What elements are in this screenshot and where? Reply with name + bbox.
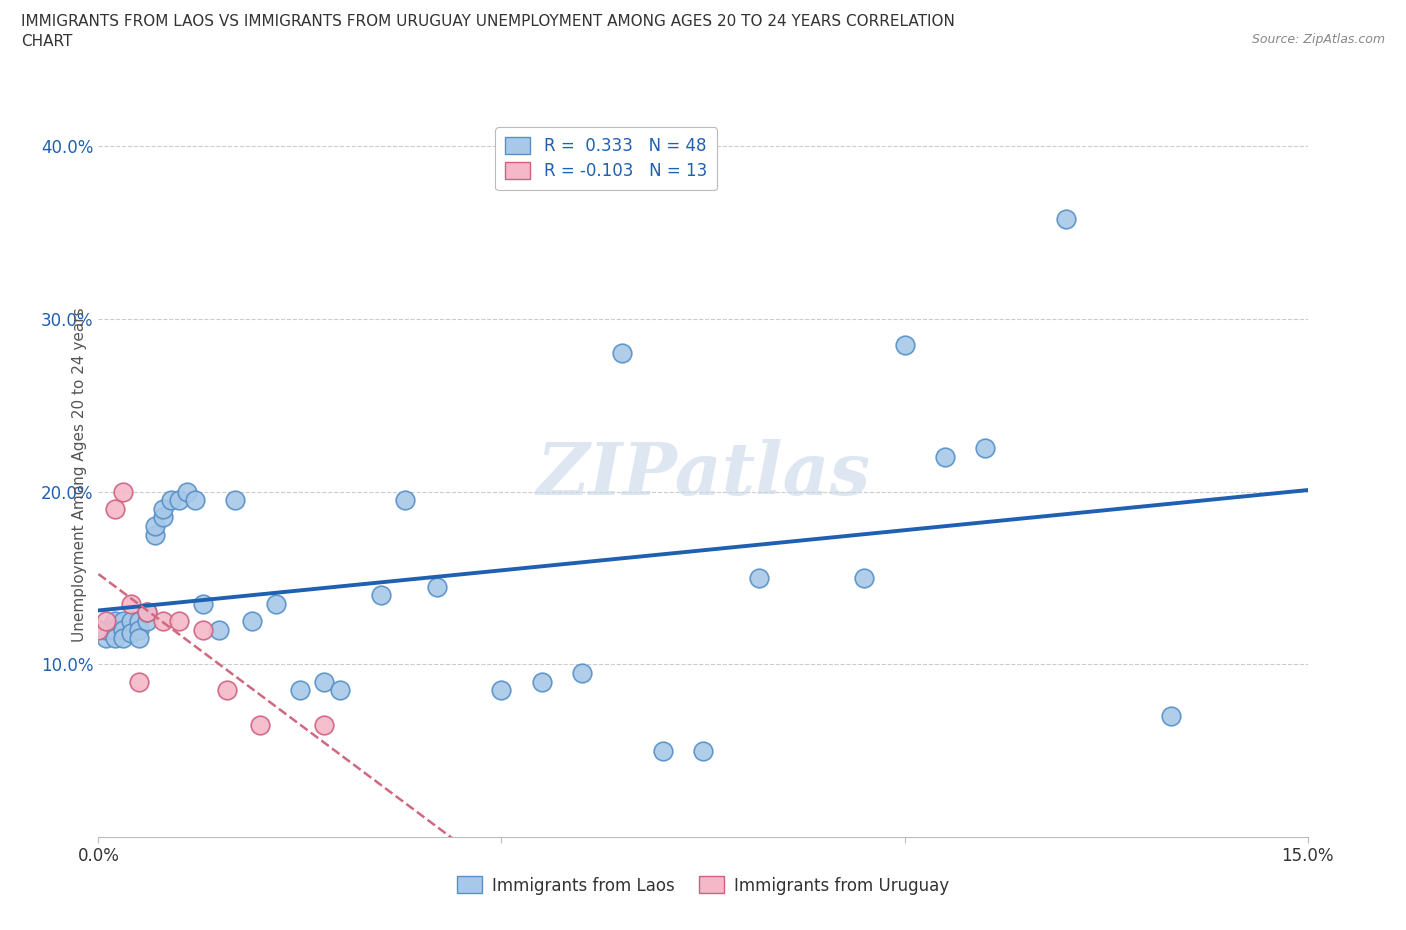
Y-axis label: Unemployment Among Ages 20 to 24 years: Unemployment Among Ages 20 to 24 years [72, 307, 87, 642]
Point [1054, 211, 1077, 226]
Point [120, 626, 142, 641]
Point [176, 485, 198, 499]
Point [612, 346, 634, 361]
Point [934, 449, 956, 464]
Point [152, 501, 174, 516]
Point [103, 631, 125, 645]
Point [249, 717, 271, 732]
Point [111, 631, 134, 645]
Point [103, 501, 125, 516]
Point [135, 614, 157, 629]
Point [87, 622, 110, 637]
Point [370, 588, 392, 603]
Point [193, 596, 215, 611]
Point [1160, 709, 1182, 724]
Point [314, 674, 336, 689]
Point [853, 570, 876, 585]
Point [128, 614, 150, 629]
Point [96, 631, 118, 645]
Point [152, 510, 174, 525]
Point [394, 493, 416, 508]
Point [692, 743, 714, 758]
Point [530, 674, 553, 689]
Point [120, 596, 142, 611]
Point [314, 717, 336, 732]
Point [128, 622, 150, 637]
Point [143, 519, 166, 534]
Point [103, 614, 125, 629]
Point [264, 596, 287, 611]
Point [111, 485, 134, 499]
Point [128, 674, 150, 689]
Point [96, 622, 118, 637]
Point [491, 683, 513, 698]
Point [571, 666, 593, 681]
Point [120, 614, 142, 629]
Point [974, 441, 997, 456]
Point [217, 683, 239, 698]
Text: Source: ZipAtlas.com: Source: ZipAtlas.com [1251, 33, 1385, 46]
Text: IMMIGRANTS FROM LAOS VS IMMIGRANTS FROM URUGUAY UNEMPLOYMENT AMONG AGES 20 TO 24: IMMIGRANTS FROM LAOS VS IMMIGRANTS FROM … [21, 14, 955, 29]
Point [208, 622, 231, 637]
Point [167, 614, 190, 629]
Point [329, 683, 352, 698]
Point [193, 622, 215, 637]
Point [288, 683, 311, 698]
Point [96, 614, 118, 629]
Legend: Immigrants from Laos, Immigrants from Uruguay: Immigrants from Laos, Immigrants from Ur… [450, 870, 956, 901]
Point [224, 493, 246, 508]
Point [128, 631, 150, 645]
Text: ZIPatlas: ZIPatlas [536, 439, 870, 510]
Point [651, 743, 673, 758]
Point [426, 579, 449, 594]
Point [143, 527, 166, 542]
Point [167, 493, 190, 508]
Point [893, 338, 915, 352]
Point [103, 622, 125, 637]
Point [152, 614, 174, 629]
Point [111, 614, 134, 629]
Point [748, 570, 770, 585]
Point [240, 614, 263, 629]
Point [135, 605, 157, 620]
Point [111, 622, 134, 637]
Point [184, 493, 207, 508]
Point [135, 605, 157, 620]
Point [87, 622, 110, 637]
Text: CHART: CHART [21, 34, 73, 49]
Point [160, 493, 183, 508]
